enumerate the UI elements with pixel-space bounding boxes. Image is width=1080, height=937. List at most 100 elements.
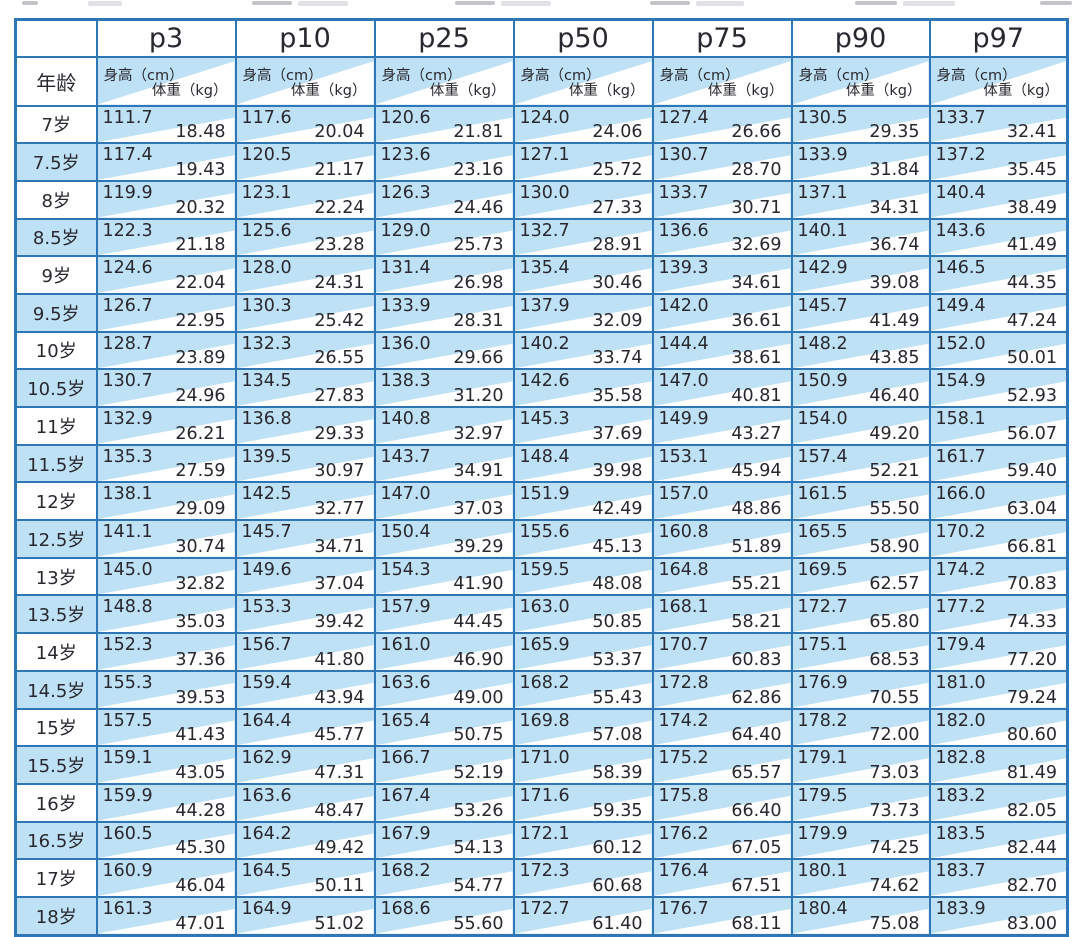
height-value: 126.7 [102,295,153,316]
age-cell: 8岁 [14,179,98,220]
weight-value: 41.49 [1006,235,1057,256]
weight-value: 70.83 [1006,574,1057,595]
height-value: 148.2 [797,333,848,354]
data-cell: 142.9 39.08 [790,255,931,295]
data-cell: 133.9 28.31 [373,292,515,333]
data-cell: 133.7 32.41 [928,104,1069,145]
weight-value: 29.35 [869,122,920,143]
weight-value: 58.90 [869,536,920,557]
height-value: 130.7 [102,371,153,392]
data-cell: 172.8 62.86 [651,669,793,710]
height-value: 164.4 [241,710,292,731]
weight-value: 55.50 [869,499,920,520]
percentile-header-p75: p75 [651,18,793,58]
table-row: 10.5岁 130.7 24.96 134.5 27.83 138.3 31.20 142.6… [14,368,1069,408]
weight-value: 79.24 [1006,687,1057,708]
data-cell: 183.7 82.70 [928,858,1069,898]
weight-value: 41.80 [314,649,365,670]
weight-value: 21.17 [314,159,365,180]
weight-value: 30.46 [592,272,643,293]
height-value: 156.7 [241,635,292,656]
data-cell: 159.1 43.05 [95,745,237,785]
height-value: 134.5 [241,371,292,392]
weight-value: 48.47 [314,800,365,821]
weight-value: 30.97 [314,461,365,482]
weight-value: 38.49 [1006,197,1057,218]
weight-value: 36.74 [869,235,920,256]
data-cell: 174.2 64.40 [651,707,793,748]
weight-value: 45.13 [592,536,643,557]
weight-value: 32.41 [1006,122,1057,143]
height-value: 153.3 [241,597,292,618]
age-cell: 11.5岁 [14,443,98,484]
data-cell: 120.6 21.81 [373,104,515,145]
height-value: 169.5 [797,559,848,580]
data-cell: 124.0 24.06 [512,104,654,145]
height-value: 139.3 [658,258,709,279]
height-value: 172.7 [519,898,570,919]
data-cell: 161.3 47.01 [95,895,237,937]
data-cell: 145.3 37.69 [512,406,654,446]
weight-value: 61.40 [592,913,643,934]
data-cell: 174.2 70.83 [928,556,1069,597]
weight-value: 45.77 [314,725,365,746]
height-value: 159.4 [241,672,292,693]
data-cell: 154.0 49.20 [790,406,931,446]
data-cell: 136.0 29.66 [373,330,515,371]
height-value: 177.2 [935,597,986,618]
height-value: 135.3 [102,446,153,467]
data-cell: 148.8 35.03 [95,594,237,635]
weight-value: 82.05 [1006,800,1057,821]
data-cell: 143.7 34.91 [373,443,515,484]
weight-value: 70.55 [869,687,920,708]
weight-value: 66.40 [731,800,782,821]
weight-value: 22.95 [175,310,226,331]
weight-value: 55.21 [731,574,782,595]
height-value: 154.3 [380,559,431,580]
table-row: 16.5岁 160.5 45.30 164.2 49.42 167.9 54.13 172.1… [14,820,1069,861]
weight-value: 30.74 [175,536,226,557]
data-cell: 163.6 48.47 [234,782,376,823]
height-value: 161.7 [935,446,986,467]
weight-value: 74.33 [1006,612,1057,633]
height-value: 179.1 [797,748,848,769]
weight-value: 27.33 [592,197,643,218]
height-unit-label: 身高（cm） [242,67,323,84]
weight-value: 35.58 [592,386,643,406]
height-unit-label: 身高（cm） [103,67,184,84]
height-value: 163.6 [241,785,292,806]
weight-value: 44.35 [1006,272,1057,293]
weight-value: 80.60 [1006,725,1057,746]
data-cell: 142.5 32.77 [234,481,376,522]
height-value: 142.0 [658,295,709,316]
weight-unit-label: 体重（kg） [983,82,1059,99]
data-cell: 164.4 45.77 [234,707,376,748]
cropped-row-remnant [0,0,1080,10]
data-cell: 136.8 29.33 [234,406,376,446]
height-value: 160.9 [102,861,153,882]
height-value: 166.0 [935,484,986,505]
height-value: 136.6 [658,220,709,241]
height-value: 135.4 [519,258,570,279]
height-value: 127.4 [658,107,709,128]
table-row: 15.5岁 159.1 43.05 162.9 47.31 166.7 52.19 171.0… [14,745,1069,785]
height-value: 154.9 [935,371,986,392]
weight-value: 20.04 [314,122,365,143]
height-value: 147.0 [658,371,709,392]
weight-value: 29.33 [314,423,365,444]
height-value: 139.5 [241,446,292,467]
data-cell: 132.3 26.55 [234,330,376,371]
age-cell: 17岁 [14,858,98,898]
height-value: 148.8 [102,597,153,618]
height-value: 129.0 [380,220,431,241]
height-value: 138.1 [102,484,153,505]
data-cell: 132.7 28.91 [512,217,654,258]
height-value: 154.0 [797,409,848,429]
weight-value: 67.05 [731,838,782,859]
data-cell: 147.0 37.03 [373,481,515,522]
height-value: 164.9 [241,898,292,919]
height-value: 142.5 [241,484,292,505]
percentile-header-p50: p50 [512,18,654,58]
height-value: 161.5 [797,484,848,505]
unit-cell: 身高（cm） 体重（kg） [95,55,237,107]
